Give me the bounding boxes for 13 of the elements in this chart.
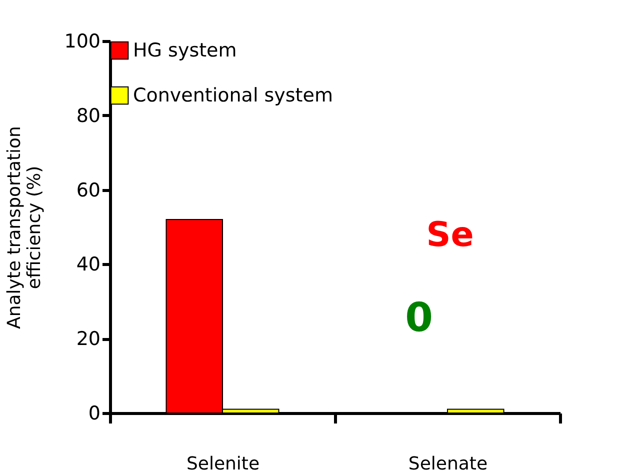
legend-label: Conventional system <box>133 84 333 106</box>
x-tick-label: Selenate <box>408 454 488 472</box>
annotation: 0 <box>405 295 433 341</box>
y-tick-label: 60 <box>76 179 100 202</box>
y-axis-title: Analyte transportation efficiency (%) <box>4 126 46 329</box>
x-tick-label: Selenite <box>186 454 260 472</box>
annotation: Se <box>426 215 474 255</box>
y-tick-label: 80 <box>76 104 100 127</box>
y-tick-label: 0 <box>88 402 100 424</box>
y-tick-label: 40 <box>76 254 100 276</box>
y-tick-label: 20 <box>76 328 100 350</box>
legend-label: HG system <box>133 40 237 62</box>
y-tick-label: 100 <box>64 30 100 52</box>
